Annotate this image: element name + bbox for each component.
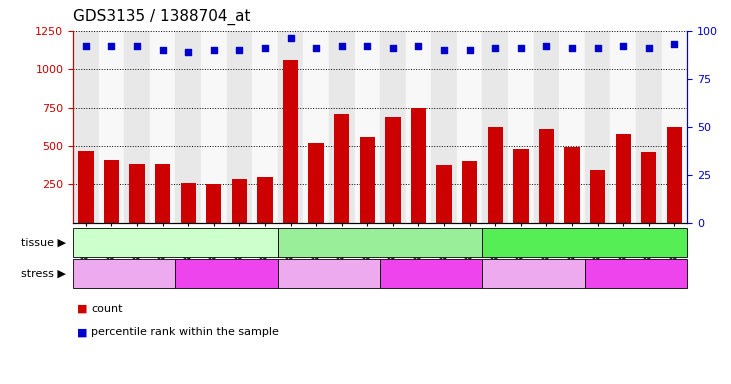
Point <box>311 45 322 51</box>
Text: ■: ■ <box>77 327 87 337</box>
Point <box>234 47 246 53</box>
Bar <box>206 184 221 223</box>
Text: control: control <box>105 268 143 279</box>
Bar <box>431 31 457 223</box>
Point <box>183 49 194 55</box>
Bar <box>232 179 247 223</box>
Point <box>361 43 373 49</box>
Bar <box>329 31 355 223</box>
Bar <box>227 31 252 223</box>
Point <box>541 43 553 49</box>
Bar <box>662 31 687 223</box>
Bar <box>334 114 349 223</box>
Point <box>284 35 297 41</box>
Bar <box>610 31 636 223</box>
Bar <box>129 164 145 223</box>
Bar <box>513 149 529 223</box>
Point <box>464 47 476 53</box>
Bar <box>385 117 401 223</box>
Text: control: control <box>515 268 553 279</box>
Bar <box>585 31 610 223</box>
Text: white adipose tissue: white adipose tissue <box>323 238 437 248</box>
Bar <box>641 152 656 223</box>
Bar <box>278 31 303 223</box>
Bar <box>462 161 477 223</box>
Bar <box>252 31 278 223</box>
Point <box>387 45 399 51</box>
Point <box>566 45 577 51</box>
Point <box>156 47 168 53</box>
Bar <box>355 31 380 223</box>
Point <box>515 45 526 51</box>
Point <box>438 47 450 53</box>
Text: fasted: fasted <box>618 268 654 279</box>
Text: ■: ■ <box>77 304 87 314</box>
Text: fasted: fasted <box>209 268 244 279</box>
Bar <box>380 31 406 223</box>
Bar <box>488 127 503 223</box>
Point <box>617 43 629 49</box>
Bar <box>436 165 452 223</box>
Point <box>668 41 680 47</box>
Bar <box>104 160 119 223</box>
Text: liver: liver <box>572 238 597 248</box>
Bar <box>257 177 273 223</box>
Bar <box>457 31 482 223</box>
Text: fasted: fasted <box>414 268 449 279</box>
Bar <box>539 129 554 223</box>
Text: percentile rank within the sample: percentile rank within the sample <box>91 327 279 337</box>
Bar <box>308 143 324 223</box>
Bar <box>78 151 94 223</box>
Bar <box>508 31 534 223</box>
Point <box>105 43 117 49</box>
Point <box>489 45 501 51</box>
Bar <box>155 164 170 223</box>
Text: brown adipose tissue: brown adipose tissue <box>116 238 235 248</box>
Bar <box>411 108 426 223</box>
Bar <box>303 31 329 223</box>
Bar <box>616 134 631 223</box>
Bar <box>99 31 124 223</box>
Bar <box>150 31 175 223</box>
Point <box>643 45 654 51</box>
Point <box>259 45 270 51</box>
Bar <box>181 183 196 223</box>
Bar <box>406 31 431 223</box>
Text: control: control <box>310 268 348 279</box>
Point <box>412 43 424 49</box>
Point <box>208 47 219 53</box>
Bar <box>360 137 375 223</box>
Text: tissue ▶: tissue ▶ <box>20 238 66 248</box>
Point <box>132 43 143 49</box>
Bar <box>201 31 227 223</box>
Bar <box>534 31 559 223</box>
Bar <box>73 31 99 223</box>
Bar <box>124 31 150 223</box>
Bar <box>482 31 508 223</box>
Bar <box>175 31 201 223</box>
Bar <box>590 170 605 223</box>
Bar <box>559 31 585 223</box>
Bar <box>564 147 580 223</box>
Bar <box>283 60 298 223</box>
Text: stress ▶: stress ▶ <box>21 268 66 279</box>
Text: count: count <box>91 304 123 314</box>
Bar <box>636 31 662 223</box>
Bar <box>667 127 682 223</box>
Point <box>592 45 604 51</box>
Point <box>336 43 347 49</box>
Text: GDS3135 / 1388704_at: GDS3135 / 1388704_at <box>73 9 251 25</box>
Point <box>80 43 92 49</box>
